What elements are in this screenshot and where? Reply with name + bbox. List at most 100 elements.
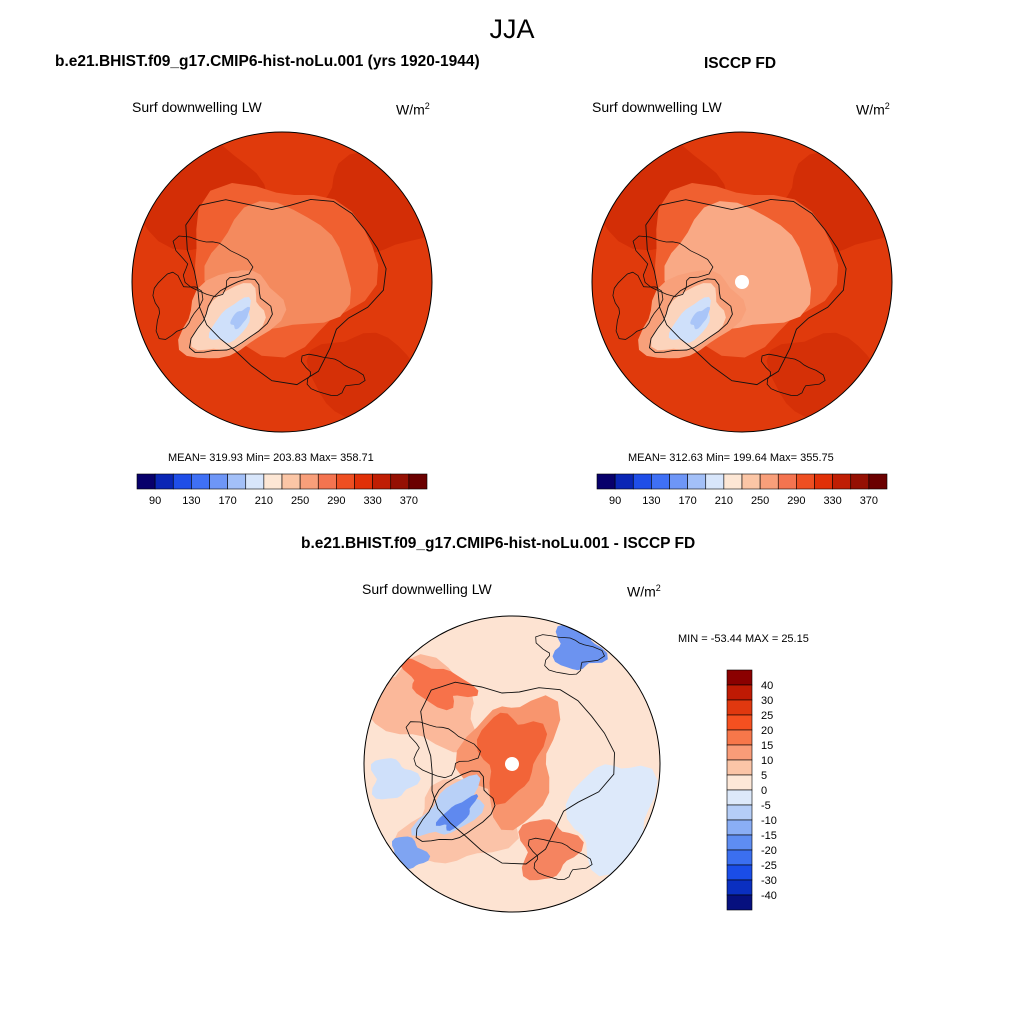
coastline-arctic-ocean — [185, 198, 387, 386]
colorbar-box — [726, 789, 753, 806]
colorbar-tick-label: 40 — [761, 680, 773, 692]
colorbar-tick-label: -10 — [761, 815, 777, 827]
colorbar-tick-label: 330 — [823, 495, 841, 507]
colorbar-box — [705, 473, 725, 490]
colorbar-tick-label: 330 — [363, 495, 381, 507]
colorbar-box — [726, 804, 753, 821]
colorbar-box — [245, 473, 265, 490]
colorbar-tick-label: -5 — [761, 800, 771, 812]
coastline-scandinavia — [760, 353, 826, 396]
colorbar-box — [726, 729, 753, 746]
colorbar-box — [726, 744, 753, 761]
colorbar-tick-label: 90 — [609, 495, 621, 507]
colorbar-box — [741, 473, 761, 490]
colorbar-tick-label: 130 — [642, 495, 660, 507]
map-border — [131, 131, 433, 433]
field-band-neg10 — [411, 774, 485, 836]
diff-panel-title: b.e21.BHIST.f09_g17.CMIP6-hist-noLu.001 … — [301, 535, 696, 552]
colorbar-box — [726, 699, 753, 716]
colorbar-tick-label: 10 — [761, 755, 773, 767]
coastline-east-siberia — [535, 634, 606, 675]
colorbar-tick-label: 250 — [751, 495, 769, 507]
coastline-arctic-ocean — [645, 198, 847, 386]
panel-1-title: b.e21.BHIST.f09_g17.CMIP6-hist-noLu.001 … — [55, 53, 480, 70]
colorbar-box — [726, 849, 753, 866]
coastline-archipelago — [405, 721, 481, 779]
colorbar-tick-label: 290 — [327, 495, 345, 507]
colorbar-box — [227, 473, 247, 490]
colorbar-box — [172, 473, 192, 490]
map-border — [591, 131, 893, 433]
colorbar-box — [136, 473, 156, 490]
colorbar-box — [832, 473, 852, 490]
coastline-greenland — [189, 278, 273, 353]
colorbar-tick-label: 25 — [761, 710, 773, 722]
map-fields — [592, 132, 892, 432]
colorbar-box — [281, 473, 301, 490]
colorbar-box — [814, 473, 833, 490]
panel-2-title: ISCCP FD — [704, 55, 777, 72]
pole-hole — [735, 275, 749, 289]
diff-panel-colorbar: 40 30 25 20 15 10 5 0 -5 -10 -15 -20 -25 -30 -40 — [726, 669, 777, 911]
colorbar-tick-label: 15 — [761, 740, 773, 752]
colorbar-box — [263, 473, 283, 490]
colorbar-tick-label: -40 — [761, 890, 777, 902]
colorbar-tick-label: -30 — [761, 875, 777, 887]
colorbar-box — [191, 473, 210, 490]
panel-1-colorbar: 90 130 170 210 250 290 330 370 — [136, 473, 428, 507]
panel-1-polar-map — [131, 131, 433, 433]
colorbar-box — [336, 473, 355, 490]
field-band-230 — [208, 297, 251, 343]
colorbar-box — [596, 473, 616, 490]
diff-panel-units: W/m2 — [627, 583, 661, 600]
coastline-hudson-bay — [612, 271, 664, 340]
colorbar-tick-label: 370 — [400, 495, 418, 507]
colorbar-box — [390, 473, 410, 490]
colorbar-tick-label: 0 — [761, 785, 767, 797]
colorbar-tick-label: 130 — [182, 495, 200, 507]
colorbar-box — [317, 473, 337, 490]
field-band-210 — [690, 306, 710, 330]
colorbar-box — [726, 879, 753, 896]
panel-1-stats: MEAN= 319.93 Min= 203.83 Max= 358.71 — [168, 452, 374, 464]
field-band-neg5 — [371, 758, 421, 800]
field-band-230 — [668, 297, 711, 343]
colorbar-box — [777, 473, 797, 490]
colorbar-box — [726, 714, 753, 731]
panel-1-variable-label: Surf downwelling LW — [132, 99, 262, 115]
colorbar-tick-label: -15 — [761, 830, 777, 842]
coastline-greenland — [415, 770, 496, 842]
diff-panel-minmax: MIN = -53.44 MAX = 25.15 — [678, 633, 809, 645]
panel-2-stats: MEAN= 312.63 Min= 199.64 Max= 355.75 — [628, 452, 834, 464]
diff-panel-polar-map — [363, 615, 661, 913]
colorbar-box — [354, 473, 373, 490]
coastline-scandinavia — [300, 353, 366, 396]
colorbar-tick-label: 210 — [255, 495, 273, 507]
diff-panel-variable-label: Surf downwelling LW — [362, 581, 492, 597]
colorbar-box — [669, 473, 688, 490]
field-band-20 — [397, 657, 479, 711]
colorbar-box — [868, 473, 888, 490]
coastline-archipelago — [632, 235, 714, 298]
coastline-archipelago — [172, 235, 254, 298]
field-band-210 — [230, 306, 250, 330]
colorbar-box — [651, 473, 670, 490]
colorbar-tick-label: 250 — [291, 495, 309, 507]
colorbar-box — [209, 473, 228, 490]
colorbar-box — [726, 864, 753, 881]
colorbar-tick-label: 210 — [715, 495, 733, 507]
field-band-neg20 — [552, 624, 608, 671]
panel-2-colorbar: 90 130 170 210 250 290 330 370 — [596, 473, 888, 507]
colorbar-tick-label: -25 — [761, 860, 777, 872]
panel-2-units: W/m2 — [856, 101, 890, 118]
colorbar-box — [726, 684, 753, 701]
coastline-hudson-bay — [152, 271, 204, 340]
colorbar-tick-label: 170 — [678, 495, 696, 507]
colorbar-box — [726, 774, 753, 791]
field-band-neg25 — [435, 794, 479, 831]
colorbar-box — [796, 473, 815, 490]
panel-2-polar-map — [591, 131, 893, 433]
colorbar-box — [850, 473, 870, 490]
coastline-greenland — [649, 278, 733, 353]
colorbar-box — [726, 819, 753, 836]
